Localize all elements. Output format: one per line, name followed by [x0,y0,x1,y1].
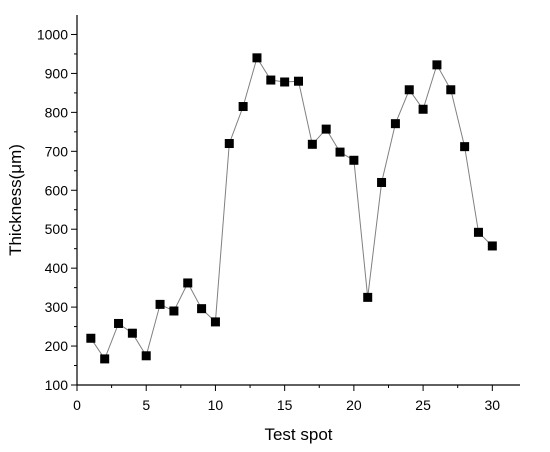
data-point [183,278,193,288]
data-point [363,292,373,302]
data-point [197,304,207,314]
x-tick-label: 10 [208,397,224,413]
x-tick-label: 0 [73,397,81,413]
y-tick-label: 800 [45,104,69,120]
data-point [280,77,290,87]
data-point [224,139,234,149]
data-point [210,317,220,327]
data-point [238,102,248,112]
data-point [487,241,497,251]
data-point [294,76,303,86]
data-point [432,60,442,70]
data-point [155,299,165,309]
data-point [390,119,400,129]
x-tick-label: 15 [277,397,293,413]
y-tick-label: 600 [45,182,69,198]
y-tick-label: 100 [45,377,69,393]
y-tick-label: 700 [45,143,69,159]
data-point [141,351,151,361]
y-tick-label: 200 [45,338,69,354]
data-point [252,53,262,63]
x-axis-title: Test spot [264,425,332,444]
data-point [307,139,317,149]
data-point [127,328,137,338]
x-tick-label: 30 [485,397,501,413]
y-tick-label: 400 [45,260,69,276]
x-tick-label: 20 [346,397,362,413]
data-point [114,318,124,328]
y-tick-label: 1000 [37,26,68,42]
data-point [266,75,276,85]
data-point [404,85,414,95]
data-point [460,142,470,152]
data-point [377,177,387,187]
plot-frame: 100 200 300 400 500 600 700 800 900 1000 0 5 10 15 20 2… [37,15,520,413]
data-point [100,354,110,364]
y-tick-label: 900 [45,65,69,81]
x-tick-label: 25 [415,397,431,413]
y-tick-label: 300 [45,299,69,315]
x-tick-label: 5 [142,397,150,413]
data-point [418,104,428,114]
data-point [446,85,456,95]
data-point [473,227,483,237]
data-point [335,147,345,157]
y-tick-label: 500 [45,221,69,237]
y-axis-title: Thickness(μm) [6,144,25,256]
data-point [321,124,331,134]
series-layer [86,53,497,364]
data-point [169,306,179,316]
data-point [86,333,96,343]
data-point [349,155,359,165]
series-line [90,56,493,360]
